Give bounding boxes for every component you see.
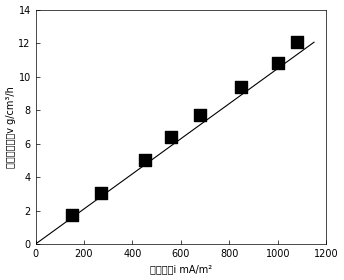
Point (197, 113, 203, 117)
Point (275, 61, 280, 66)
Point (98, 191, 104, 195)
Point (239, 84, 244, 89)
Y-axis label: 石油降解速率v g/cm³/h: 石油降解速率v g/cm³/h (6, 86, 15, 168)
Point (294, 40, 300, 45)
Point (142, 158, 147, 162)
X-axis label: 电流密度i mA/m²: 电流密度i mA/m² (150, 264, 212, 274)
Point (169, 135, 174, 139)
Point (69, 213, 75, 217)
